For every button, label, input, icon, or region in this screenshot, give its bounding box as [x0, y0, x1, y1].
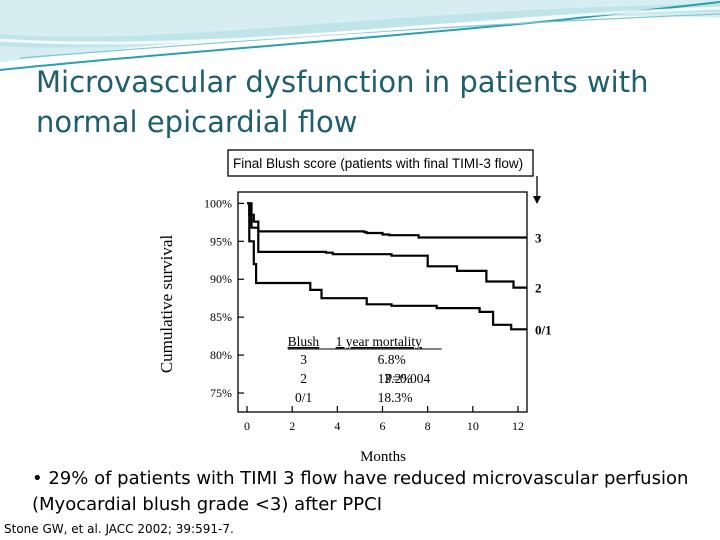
x-tick-label: 10: [467, 419, 479, 433]
y-tick-label: 90%: [210, 272, 232, 286]
x-axis-label: Months: [360, 449, 406, 464]
labels: Blush 1 year mortality 3 6.8% 2 13.2% 0/1 18.3%…: [287, 334, 442, 405]
y-tick-label: 80%: [210, 348, 232, 362]
table-header-mortality: 1 year mortality: [336, 334, 422, 349]
x-tick-label: 0: [244, 419, 250, 433]
y-tick-label: 100%: [204, 196, 232, 210]
series-layer: 3 2 0/1: [247, 202, 552, 337]
series-end-label: 3: [535, 231, 542, 246]
table-header-blush: Blush: [288, 334, 320, 349]
y-axis-label: Cumulative survival: [157, 235, 176, 374]
x-tick-label: 6: [380, 419, 386, 433]
slide-title-line-2: normal epicardial flow: [36, 105, 358, 139]
y-tick-label: 85%: [210, 310, 232, 324]
bullet-point: • 29% of patients with TIMI 3 flow have …: [32, 466, 692, 518]
series-end-label: 0/1: [535, 322, 552, 337]
bullet-text: 29% of patients with TIMI 3 flow have re…: [32, 468, 689, 515]
x-tick-label: 2: [289, 419, 295, 433]
chart-title: Final Blush score (patients with final T…: [233, 156, 523, 171]
x-tick-label: 4: [334, 419, 340, 433]
chart-title-box: Final Blush score (patients with final T…: [227, 149, 541, 204]
x-tick-label: 8: [425, 419, 431, 433]
table-mortality-value: 6.8%: [378, 352, 406, 367]
slide-title: Microvascular dysfunction in patients wi…: [36, 62, 696, 142]
bullet-marker: •: [32, 468, 43, 489]
y-tick-label: 75%: [210, 386, 232, 400]
series-end-label: 2: [535, 281, 542, 296]
table-mortality-value: 18.3%: [378, 390, 413, 405]
series-line-blush-3: [247, 202, 527, 239]
p-value: P=0.004: [385, 371, 431, 386]
y-tick-label: 95%: [210, 234, 232, 248]
citation: Stone GW, et al. JACC 2002; 39:591-7.: [4, 522, 234, 536]
series-line-blush-2: [247, 202, 527, 289]
table-blush-value: 0/1: [295, 390, 312, 405]
table-mortality-value: 13.2%: [378, 371, 413, 386]
axes: 75% 80% 85% 90% 95% 100% 0 2 4 6 8 10 12: [204, 191, 528, 433]
km-survival-chart: Final Blush score (patients with final T…: [157, 149, 552, 464]
slide-title-line-1: Microvascular dysfunction in patients wi…: [36, 65, 649, 99]
table-blush-value: 3: [300, 352, 307, 367]
chart-panel: Final Blush score (patients with final T…: [132, 146, 552, 464]
series-line-blush-0-1: [247, 202, 527, 331]
x-tick-label: 12: [512, 419, 524, 433]
table-blush-value: 2: [300, 371, 307, 386]
